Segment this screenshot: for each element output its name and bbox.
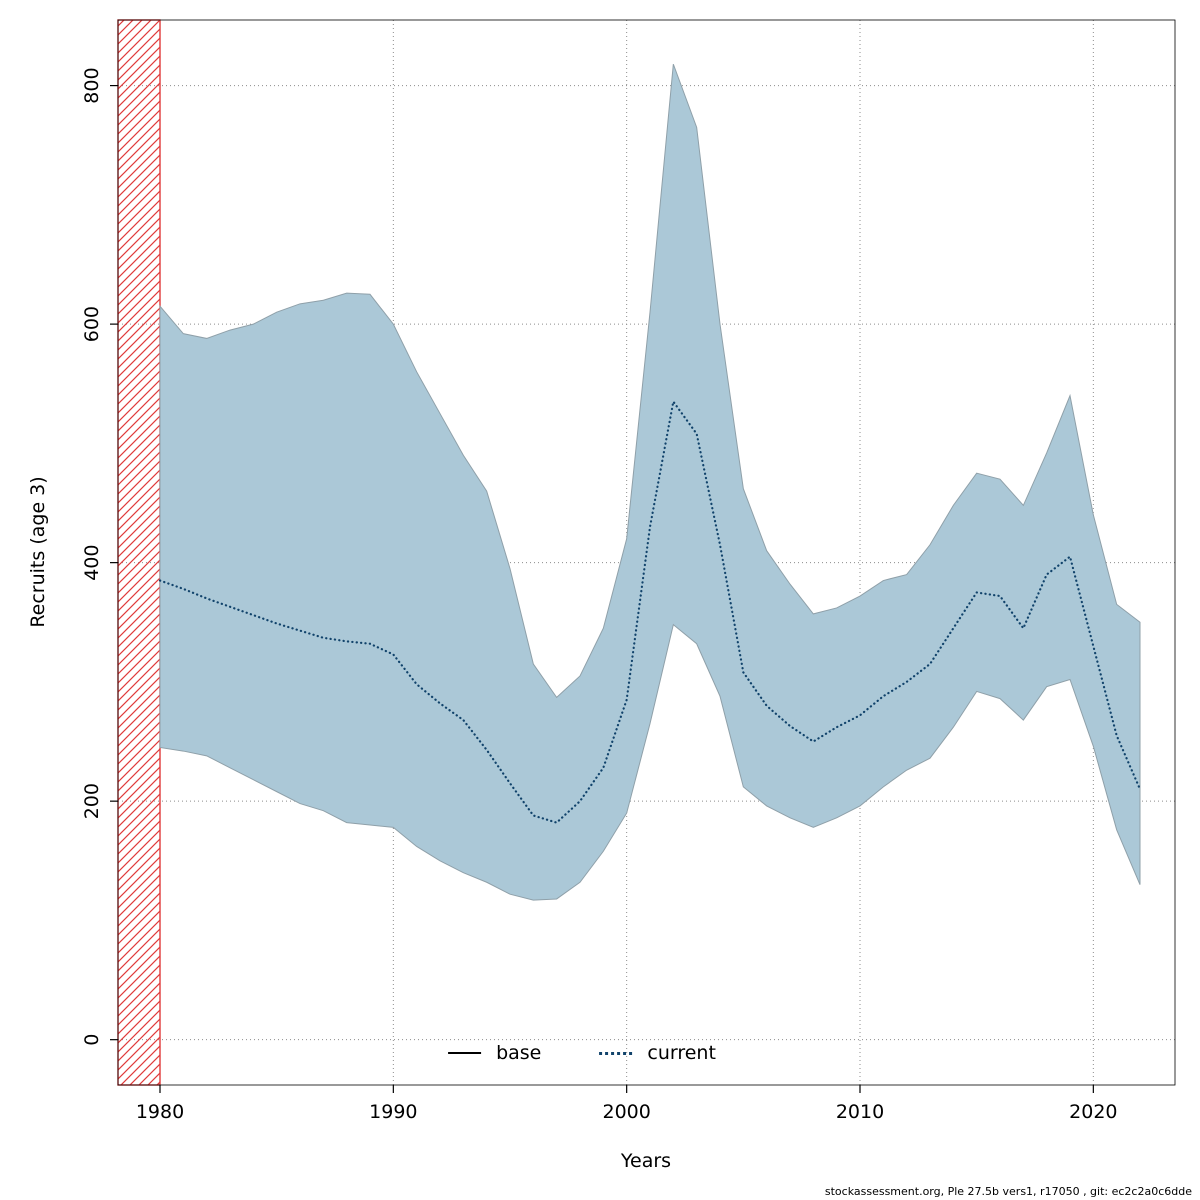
svg-text:800: 800 — [81, 67, 103, 103]
svg-text:1990: 1990 — [369, 1101, 417, 1123]
svg-text:2010: 2010 — [836, 1101, 884, 1123]
svg-text:200: 200 — [81, 783, 103, 819]
svg-text:400: 400 — [81, 545, 103, 581]
svg-text:2000: 2000 — [602, 1101, 650, 1123]
base-solid-line-swatch — [448, 1052, 482, 1054]
svg-text:600: 600 — [81, 306, 103, 342]
legend-item-current: current — [599, 1042, 716, 1064]
footer-credit: stockassessment.org, Ple 27.5b vers1, r1… — [824, 1185, 1192, 1198]
y-axis-label: Recruits (age 3) — [27, 476, 49, 628]
current-dotted-line-swatch — [599, 1051, 633, 1055]
legend: base current — [448, 1042, 716, 1064]
legend-item-base: base — [448, 1042, 541, 1064]
svg-text:0: 0 — [81, 1034, 103, 1046]
legend-label-current: current — [647, 1042, 716, 1064]
svg-text:1980: 1980 — [136, 1101, 184, 1123]
x-axis-label: Years — [620, 1150, 672, 1172]
legend-label-base: base — [496, 1042, 542, 1064]
svg-text:2020: 2020 — [1069, 1101, 1117, 1123]
